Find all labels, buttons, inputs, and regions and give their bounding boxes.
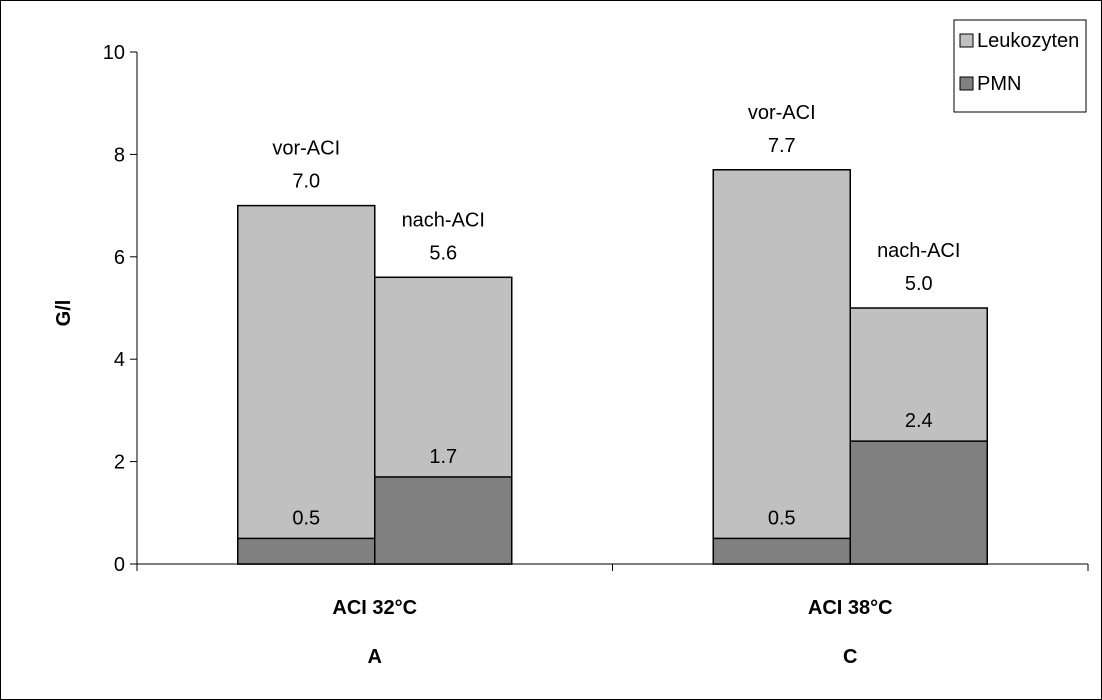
bar-series-label: vor-ACI — [748, 102, 816, 124]
x-category-label: ACI 38°C — [808, 597, 893, 619]
pmn-value-label: 0.5 — [768, 507, 796, 529]
pmn-value-label: 1.7 — [429, 446, 457, 468]
bar-series-label: nach-ACI — [877, 240, 960, 262]
y-tick-label: 10 — [103, 42, 125, 64]
bar-pmn — [237, 537, 376, 565]
bar-value-label: 5.0 — [905, 273, 933, 295]
chart-axes — [130, 51, 1089, 571]
bar-leukozyten — [712, 169, 851, 565]
y-tick-label: 4 — [114, 349, 125, 371]
bar-pmn — [849, 440, 988, 565]
bar-series-label: nach-ACI — [402, 209, 485, 231]
bar-series-label: vor-ACI — [272, 138, 340, 160]
legend-swatch — [959, 76, 974, 91]
bar-value-label: 7.7 — [768, 135, 796, 157]
x-category-sublabel: A — [368, 646, 382, 668]
y-axis-label: G/l — [53, 300, 75, 327]
legend-box — [953, 19, 1087, 113]
x-category-sublabel: C — [843, 646, 857, 668]
pmn-value-label: 0.5 — [292, 507, 320, 529]
legend-entry-label: PMN — [977, 73, 1021, 95]
bar-value-label: 7.0 — [292, 171, 320, 193]
y-tick-label: 2 — [114, 452, 125, 474]
chart-marks — [237, 169, 988, 565]
legend-swatch — [959, 33, 974, 48]
y-tick-label: 0 — [114, 554, 125, 576]
legend-entry-label: Leukozyten — [977, 30, 1079, 52]
chart-texts: 0 2 4 6 8 10 G/l vor-ACI 7.0 0.5 nach-ACI 5.6 1.7 ACI… — [53, 42, 960, 668]
bar-pmn — [374, 476, 513, 565]
bar-leukozyten — [237, 204, 376, 565]
bar-pmn — [712, 537, 851, 565]
x-category-label: ACI 32°C — [332, 597, 417, 619]
pmn-value-label: 2.4 — [905, 410, 933, 432]
y-tick-label: 8 — [114, 144, 125, 166]
bar-value-label: 5.6 — [429, 242, 457, 264]
y-tick-label: 6 — [114, 247, 125, 269]
legend: Leukozyten PMN — [953, 19, 1087, 113]
